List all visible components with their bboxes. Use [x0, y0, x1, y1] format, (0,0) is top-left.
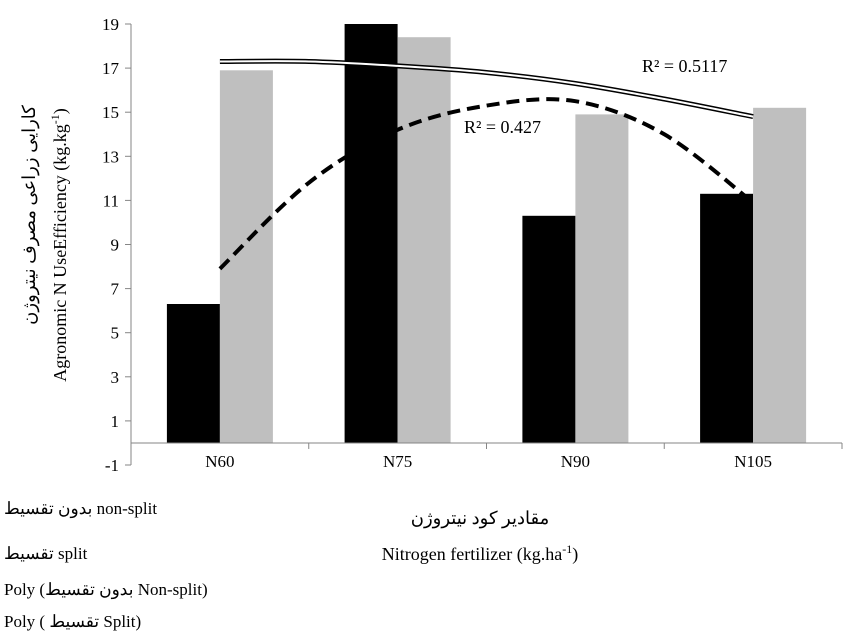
y-axis-title-en: Agronomic N UseEfficiency (kg.kg-1): [48, 108, 71, 382]
trendline-poly-nonsplit: [218, 97, 755, 271]
bars-group: [166, 24, 807, 444]
y-tick-label: 7: [111, 280, 120, 299]
legend-item-poly-split: Poly ( تقسیط Split): [4, 612, 142, 631]
x-tick-label: N90: [561, 452, 590, 471]
legend-item-nonsplit: بدون تقسیط non-split: [4, 499, 158, 518]
y-axis-title-en-close: ): [50, 108, 71, 114]
bar-nonsplit-N60: [166, 304, 220, 443]
annotation-r2-split: R² = 0.5117: [642, 56, 727, 76]
y-tick-label: 15: [102, 103, 119, 122]
bar-nonsplit-N90: [522, 215, 576, 443]
bar-split-N105: [753, 107, 807, 444]
bar-split-N90: [575, 114, 629, 443]
trendline-poly-split-inner: [219, 60, 754, 118]
x-axis-title-en-main: Nitrogen fertilizer (kg.ha: [382, 544, 562, 565]
x-axis-title-fa: مقادیر کود نیتروژن: [411, 508, 549, 529]
bar-split-N75: [397, 37, 451, 443]
y-tick-label: 13: [102, 147, 119, 166]
legend-item-split: تقسیط split: [4, 544, 88, 563]
x-axis-title-en: Nitrogen fertilizer (kg.ha-1): [382, 542, 578, 565]
y-tick-label: 3: [111, 368, 120, 387]
y-tick-label: 11: [103, 191, 119, 210]
bar-split-N60: [219, 70, 273, 443]
bar-nonsplit-N75: [344, 24, 398, 443]
y-tick-label: 19: [102, 15, 119, 34]
legend-item-poly-nonsplit: Poly (بدون تقسیط Non-split): [4, 580, 208, 599]
y-tick-label: 9: [111, 236, 120, 255]
annotation-r2-nonsplit: R² = 0.427: [464, 117, 541, 137]
x-tick-label: N75: [383, 452, 412, 471]
trendlines-group: [218, 58, 755, 271]
y-axis-title-en-main: Agronomic N UseEfficiency (kg.kg: [50, 124, 71, 382]
x-axis-title-en-sup: -1: [562, 542, 572, 556]
x-axis-title-en-close: ): [572, 544, 578, 565]
bar-nonsplit-N105: [700, 193, 754, 443]
y-tick-label: 1: [111, 412, 120, 431]
y-axis-title-fa: کارایی زراعی مصرف نیتروژن: [19, 105, 40, 325]
x-tick-label: N60: [205, 452, 234, 471]
y-tick-label: 17: [102, 59, 120, 78]
y-axis-title-en-sup: -1: [48, 114, 62, 124]
x-tick-label: N105: [734, 452, 772, 471]
y-tick-label: -1: [105, 456, 119, 475]
y-tick-label: 5: [111, 324, 120, 343]
